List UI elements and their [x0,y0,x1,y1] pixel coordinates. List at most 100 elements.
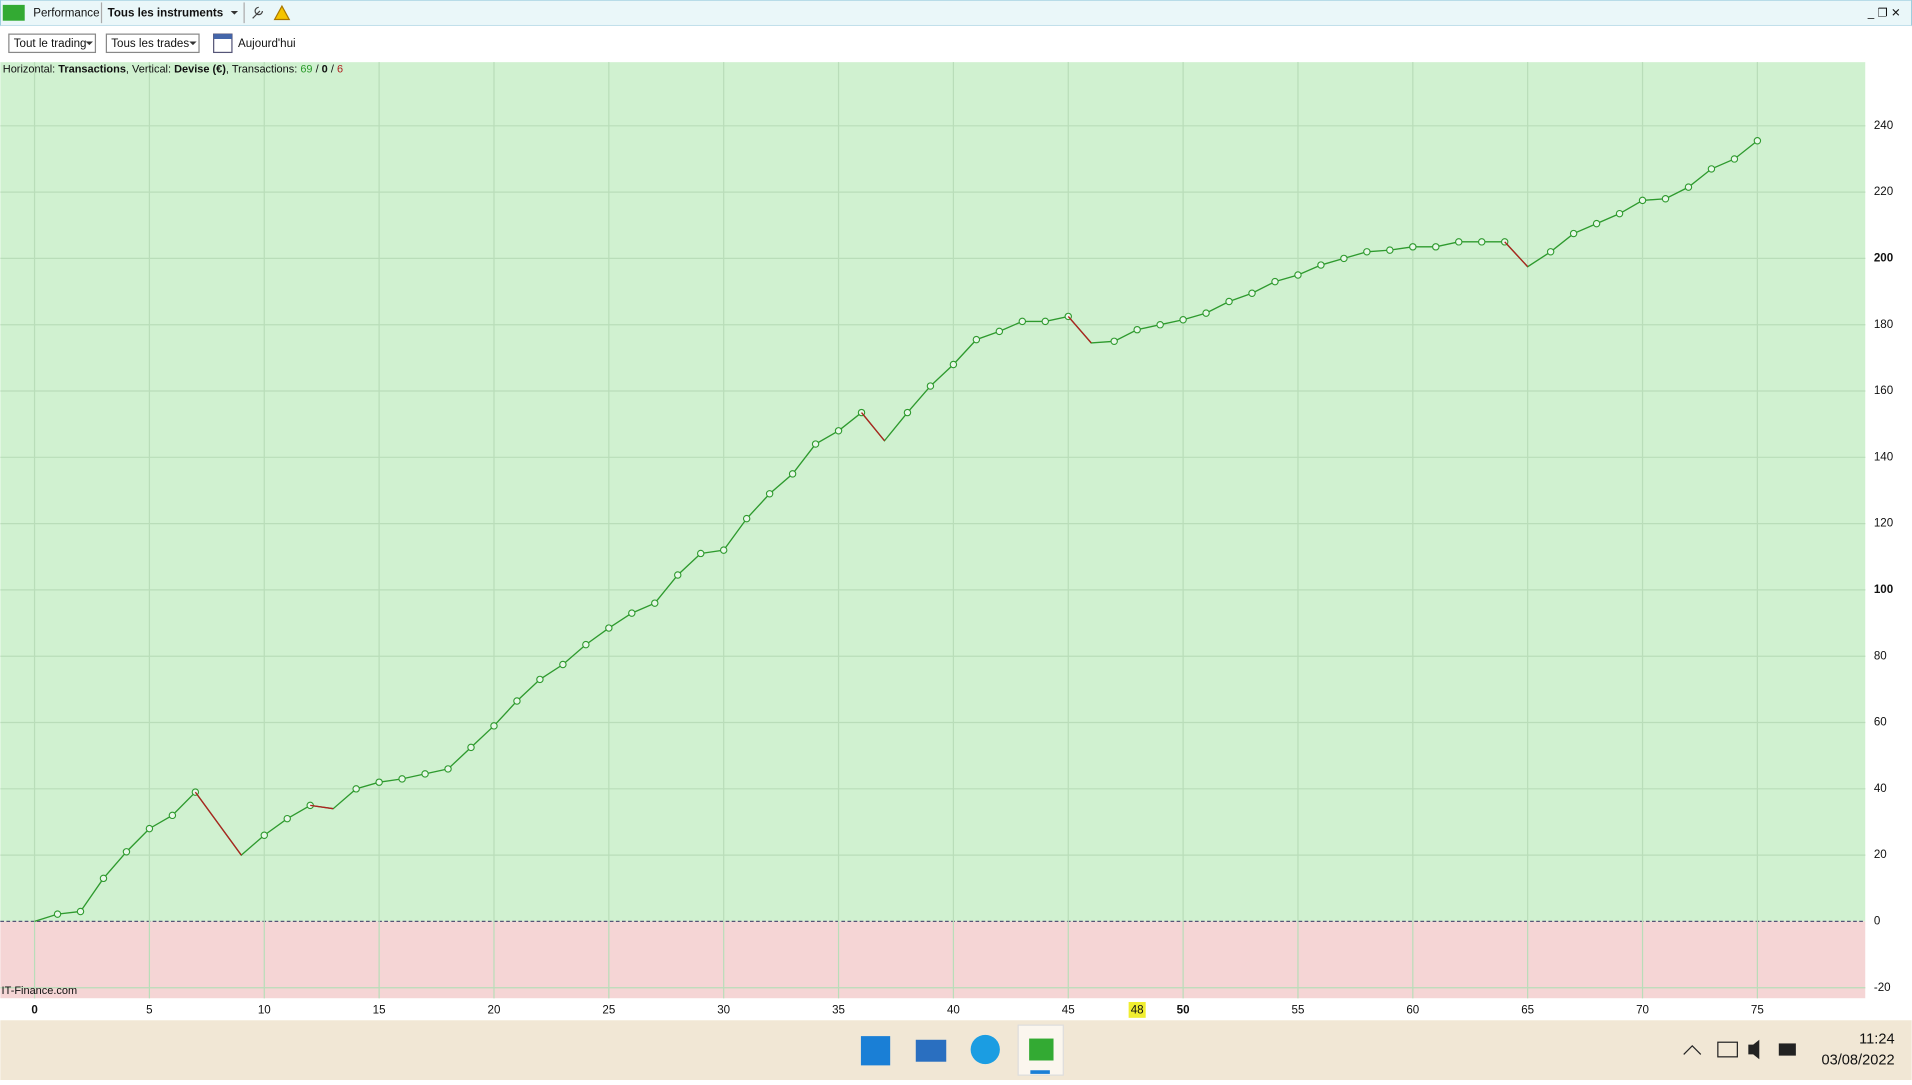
scope-select[interactable] [8,33,97,54]
watermark: IT-Finance.com [2,985,78,997]
win-point [788,470,797,478]
win-point [1455,238,1463,246]
win-point [1386,246,1394,254]
trades-select[interactable] [105,33,200,54]
y-tick-label: 20 [1874,849,1887,861]
warning-icon[interactable] [273,4,291,21]
info-part: 69 [300,63,312,75]
volume-icon[interactable] [1748,1039,1760,1060]
win-point [1707,165,1716,173]
clock-time[interactable]: 11:24 [1859,1032,1894,1048]
win-point [1133,325,1141,334]
win-point [375,778,383,786]
y-tick-label: 160 [1874,385,1893,397]
window-controls[interactable]: _ ❐ ✕ [1867,6,1901,19]
loss-segment [194,791,219,825]
y-tick-label: 60 [1874,717,1887,729]
y-tick-label: 180 [1874,319,1893,331]
title-bar [0,0,1912,27]
win-point [559,660,567,669]
trades-label: Tous les trades [111,38,189,50]
x-tick-label: 60 [1406,1005,1419,1017]
win-point [1179,316,1187,324]
x-tick-label: 35 [832,1005,845,1017]
win-point [1753,137,1762,145]
win-point [1432,243,1440,251]
win-point [283,814,291,823]
settings-icon[interactable] [252,6,264,19]
x-tick-label: 10 [258,1005,271,1017]
y-tick-label: 220 [1874,186,1893,198]
loss-segment [1504,241,1529,268]
x-tick-label: 5 [146,1005,152,1017]
win-point [972,335,981,344]
app-icon[interactable] [2,4,25,21]
win-point [926,382,935,390]
scope-label: Tout le trading [14,38,87,50]
win-point [1478,238,1486,246]
y-tick-label: 200 [1874,252,1893,264]
y-tick-label: 140 [1874,451,1893,463]
instrument-select[interactable]: Tous les instruments [108,7,224,19]
loss-segment [217,823,242,856]
y-tick-label: 80 [1874,650,1887,662]
win-point [1615,209,1624,218]
win-point [467,743,475,752]
win-point [1592,219,1601,228]
edge-app[interactable] [970,1034,1000,1065]
y-tick-label: 40 [1874,783,1887,795]
win-point [697,549,705,558]
win-point [651,599,659,607]
loss-segment [310,804,334,810]
window-title[interactable]: Performance [33,7,99,19]
info-part: / [313,63,322,75]
cursor-label: 48 [1131,1005,1144,1017]
network-icon[interactable] [1717,1041,1738,1058]
win-point [145,824,154,833]
x-tick-label: 45 [1062,1005,1075,1017]
win-point [444,765,452,773]
mail-app[interactable] [915,1039,947,1062]
loss-segment [860,412,886,442]
win-point [490,722,498,730]
win-point [834,427,843,435]
tray-expand[interactable] [1683,1045,1702,1055]
win-point [1110,337,1118,346]
y-tick-label: 120 [1874,518,1893,530]
win-point [1248,289,1256,297]
info-part: Horizontal: [3,63,58,75]
win-point [1684,183,1693,191]
y-axis-area [1865,62,1912,1021]
info-part: Transactions [58,63,126,75]
start-button[interactable] [860,1036,891,1066]
chart-info: Horizontal: Transactions, Vertical: Devi… [3,63,343,75]
negative-zone [0,921,1866,999]
win-point [1661,195,1670,203]
win-point [122,848,131,856]
x-tick-label: 20 [488,1005,501,1017]
clock-date[interactable]: 03/08/2022 [1821,1052,1894,1068]
win-point [352,785,360,793]
x-tick-label: 25 [602,1005,615,1017]
date-label[interactable]: Aujourd'hui [238,38,296,50]
win-point [168,811,177,820]
win-point [628,609,636,617]
x-axis-area [0,998,1866,1021]
battery-icon[interactable] [1778,1043,1796,1056]
info-part: 6 [337,63,343,75]
win-point [1569,229,1578,238]
x-tick-label: 30 [717,1005,730,1017]
y-tick-label: 0 [1874,915,1880,927]
win-point [1202,309,1210,317]
win-point [1018,317,1027,326]
x-tick-label: 0 [31,1005,37,1017]
win-point [53,910,62,918]
win-point [398,775,406,783]
x-tick-label: 75 [1751,1005,1764,1017]
info-part: Devise (€) [174,63,226,75]
win-point [1041,317,1050,326]
positive-zone [0,62,1866,922]
toolbar [0,25,1912,63]
